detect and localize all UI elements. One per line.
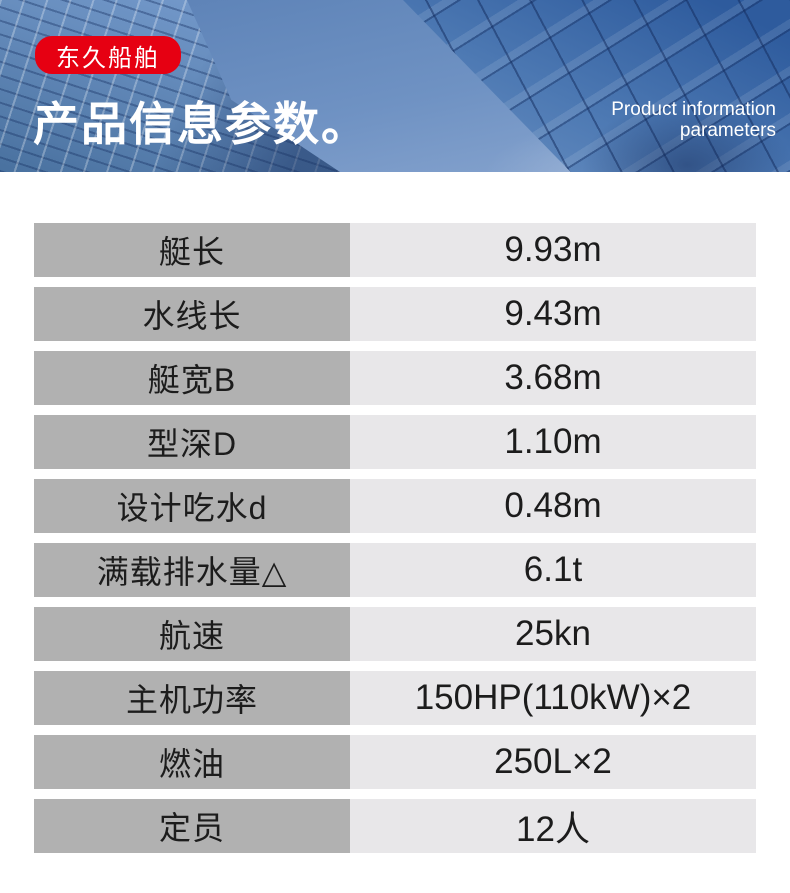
- page-title: 产品信息参数。: [33, 98, 369, 150]
- spec-label: 型深D: [34, 415, 350, 469]
- spec-row-waterline-length: 水线长 9.43m: [34, 287, 756, 341]
- spec-value: 25kn: [350, 607, 756, 661]
- spec-table: 艇长 9.93m 水线长 9.43m 艇宽B 3.68m 型深D 1.10m 设…: [34, 223, 756, 853]
- spec-value: 12人: [350, 799, 756, 853]
- spec-label: 设计吃水d: [34, 479, 350, 533]
- spec-row-capacity: 定员 12人: [34, 799, 756, 853]
- spec-value: 6.1t: [350, 543, 756, 597]
- spec-value: 3.68m: [350, 351, 756, 405]
- spec-row-displacement: 满载排水量△ 6.1t: [34, 543, 756, 597]
- spec-value: 150HP(110kW)×2: [350, 671, 756, 725]
- brand-badge: 东久船舶: [35, 36, 181, 74]
- skyscraper-photo-right: [403, 0, 790, 172]
- spec-row-speed: 航速 25kn: [34, 607, 756, 661]
- hero-banner: 东久船舶 产品信息参数。 Product information paramet…: [0, 0, 790, 172]
- spec-value: 0.48m: [350, 479, 756, 533]
- spec-value: 250L×2: [350, 735, 756, 789]
- spec-row-engine-power: 主机功率 150HP(110kW)×2: [34, 671, 756, 725]
- spec-label: 满载排水量△: [34, 543, 350, 597]
- spec-row-draft: 设计吃水d 0.48m: [34, 479, 756, 533]
- spec-label: 定员: [34, 799, 350, 853]
- subtitle-line-1: Product information: [611, 99, 776, 120]
- spec-label: 水线长: [34, 287, 350, 341]
- spec-label: 艇长: [34, 223, 350, 277]
- spec-row-beam: 艇宽B 3.68m: [34, 351, 756, 405]
- spec-value: 9.93m: [350, 223, 756, 277]
- spec-row-depth: 型深D 1.10m: [34, 415, 756, 469]
- spec-label: 艇宽B: [34, 351, 350, 405]
- spec-label: 主机功率: [34, 671, 350, 725]
- spec-row-fuel: 燃油 250L×2: [34, 735, 756, 789]
- spec-label: 航速: [34, 607, 350, 661]
- page-subtitle-en: Product information parameters: [611, 99, 776, 141]
- spec-value: 9.43m: [350, 287, 756, 341]
- spec-label: 燃油: [34, 735, 350, 789]
- spec-row-boat-length: 艇长 9.93m: [34, 223, 756, 277]
- subtitle-line-2: parameters: [679, 120, 776, 141]
- spec-value: 1.10m: [350, 415, 756, 469]
